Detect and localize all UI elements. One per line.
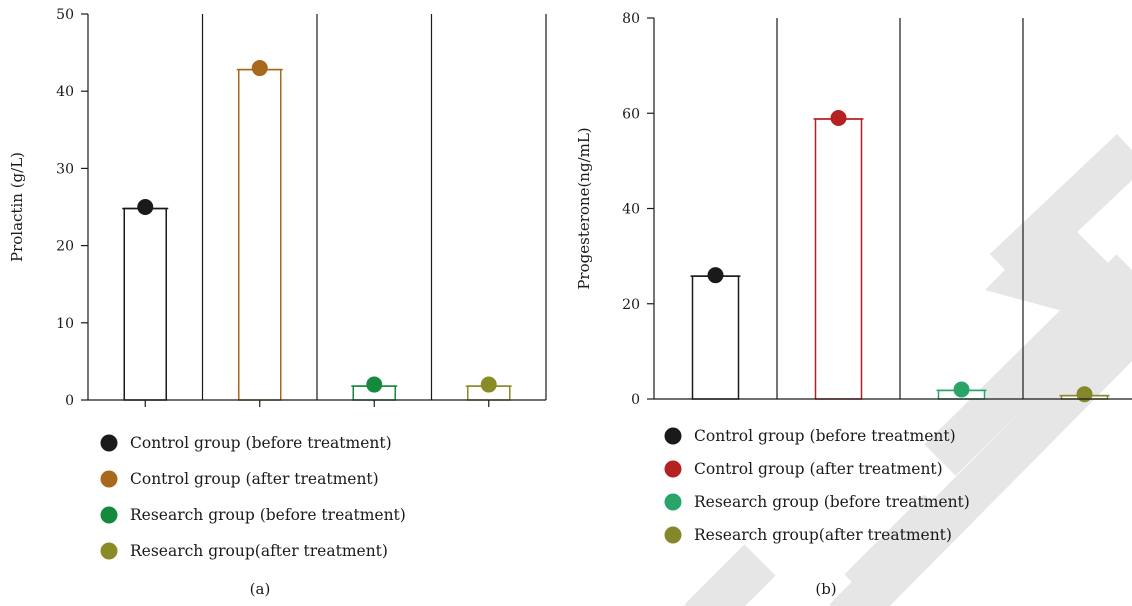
data-point — [1076, 386, 1093, 403]
legend-marker — [100, 434, 118, 452]
legend-label: Research group (before treatment) — [694, 493, 970, 511]
legend-marker — [664, 427, 682, 445]
data-point — [366, 376, 383, 393]
watermark-stroke — [985, 215, 1132, 330]
watermark-stroke — [844, 494, 956, 606]
panel-label: (a) — [250, 580, 271, 598]
y-axis-label: Progesterone(ng/mL) — [575, 127, 593, 289]
legend-label: Control group (before treatment) — [130, 434, 392, 452]
y-tick-label: 30 — [56, 161, 74, 177]
legend-label: Research group(after treatment) — [694, 526, 952, 544]
y-tick-label: 20 — [622, 297, 640, 313]
data-point — [480, 376, 497, 393]
chart-b-progesterone: 0 20 40 60 80 Progesterone(ng/mL) Control grou… — [575, 11, 1132, 598]
legend-marker — [664, 460, 682, 478]
retracted-watermark — [684, 134, 1132, 606]
y-tick-label: 0 — [631, 392, 640, 408]
y-axis-label: Prolactin (g/L) — [8, 152, 26, 262]
y-tick-label: 0 — [65, 393, 74, 409]
legend-label: Research group (before treatment) — [130, 506, 406, 524]
legend-label: Control group (after treatment) — [130, 470, 379, 488]
legend-label: Control group (after treatment) — [694, 460, 943, 478]
y-tick-label: 10 — [56, 316, 74, 332]
y-tick-label: 80 — [622, 11, 640, 27]
legend-marker — [664, 526, 682, 544]
chart-a-prolactin: 0 10 20 30 40 50 Prolactin (g/L) Control group … — [8, 7, 547, 598]
y-tick-label: 60 — [622, 106, 640, 122]
bar — [691, 275, 740, 400]
data-point — [953, 381, 970, 398]
legend-label: Control group (before treatment) — [694, 427, 956, 445]
legend-label: Research group(after treatment) — [130, 542, 388, 560]
data-point — [137, 199, 154, 215]
watermark-stroke — [684, 544, 776, 606]
legend-marker — [664, 493, 682, 511]
panel-label: (b) — [815, 580, 836, 598]
y-tick-label: 40 — [56, 84, 74, 100]
legend-marker — [100, 470, 118, 488]
data-point — [707, 267, 724, 284]
bar — [123, 207, 167, 401]
bar — [814, 118, 863, 400]
bar — [238, 68, 282, 401]
y-tick-label: 50 — [56, 7, 74, 23]
data-point — [830, 110, 847, 127]
y-tick-label: 20 — [56, 239, 74, 255]
y-tick-label: 40 — [622, 202, 640, 218]
data-point — [251, 60, 268, 77]
legend-marker — [100, 542, 118, 560]
legend-marker — [100, 506, 118, 524]
